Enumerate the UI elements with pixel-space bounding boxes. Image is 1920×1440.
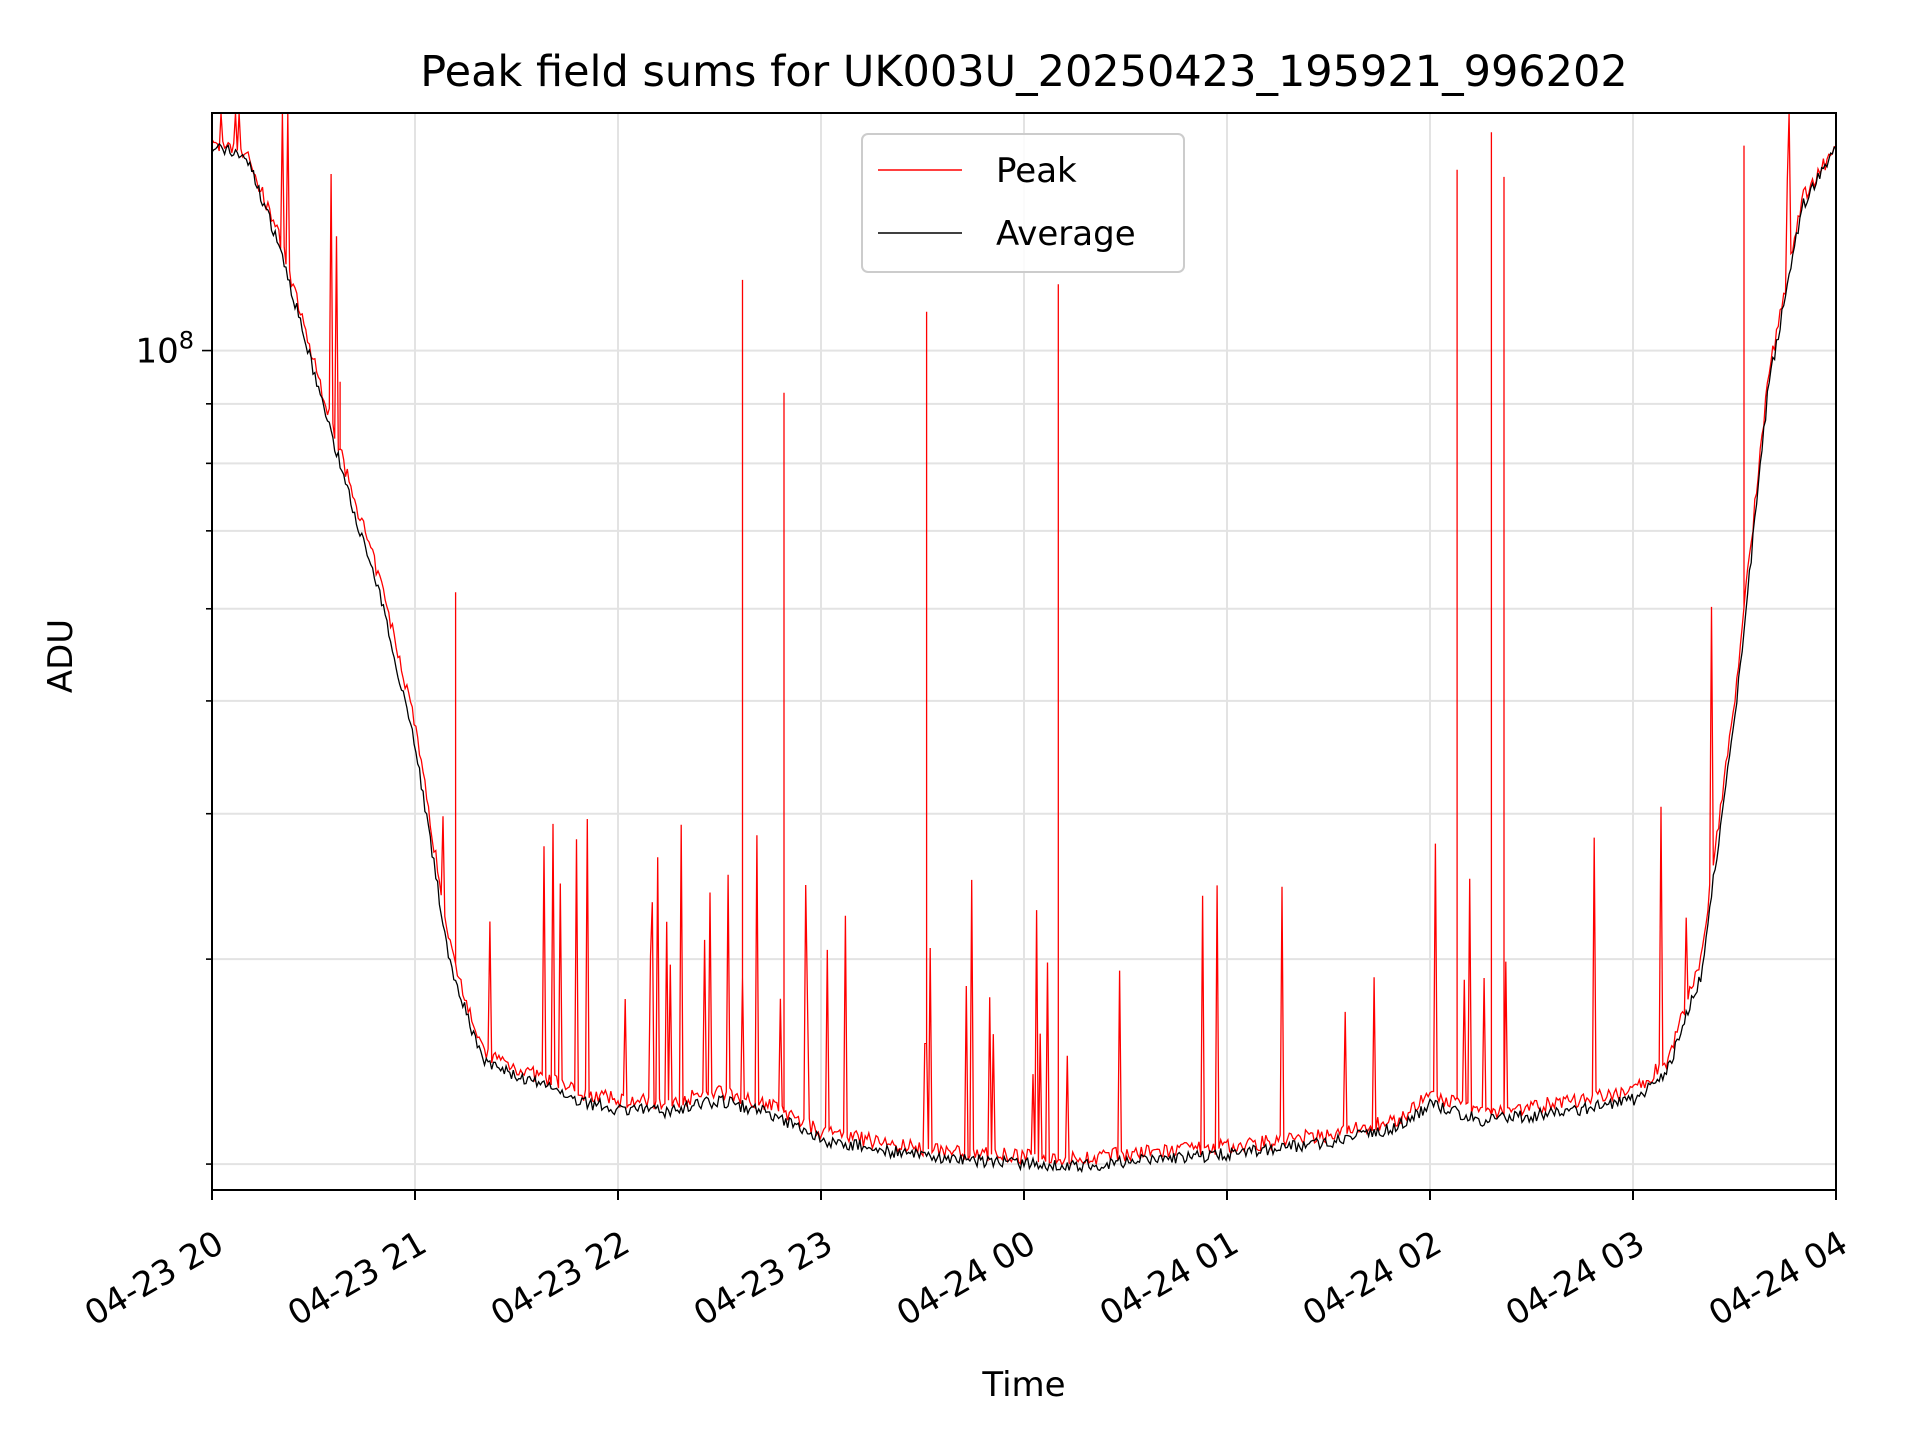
x-axis-title: Time xyxy=(981,1365,1065,1405)
legend-box xyxy=(861,133,1185,273)
y-axis-title: ADU xyxy=(41,619,81,693)
series-line-average xyxy=(211,142,1837,1174)
legend-label-average: Average xyxy=(996,214,1136,254)
chart-title: Peak field sums for UK003U_20250423_1959… xyxy=(420,47,1628,97)
legend-label-peak: Peak xyxy=(996,151,1077,191)
series-line-peak xyxy=(211,112,1837,1167)
y-tick-label: 108 xyxy=(135,327,194,372)
legend: Peak Average xyxy=(861,133,1185,273)
